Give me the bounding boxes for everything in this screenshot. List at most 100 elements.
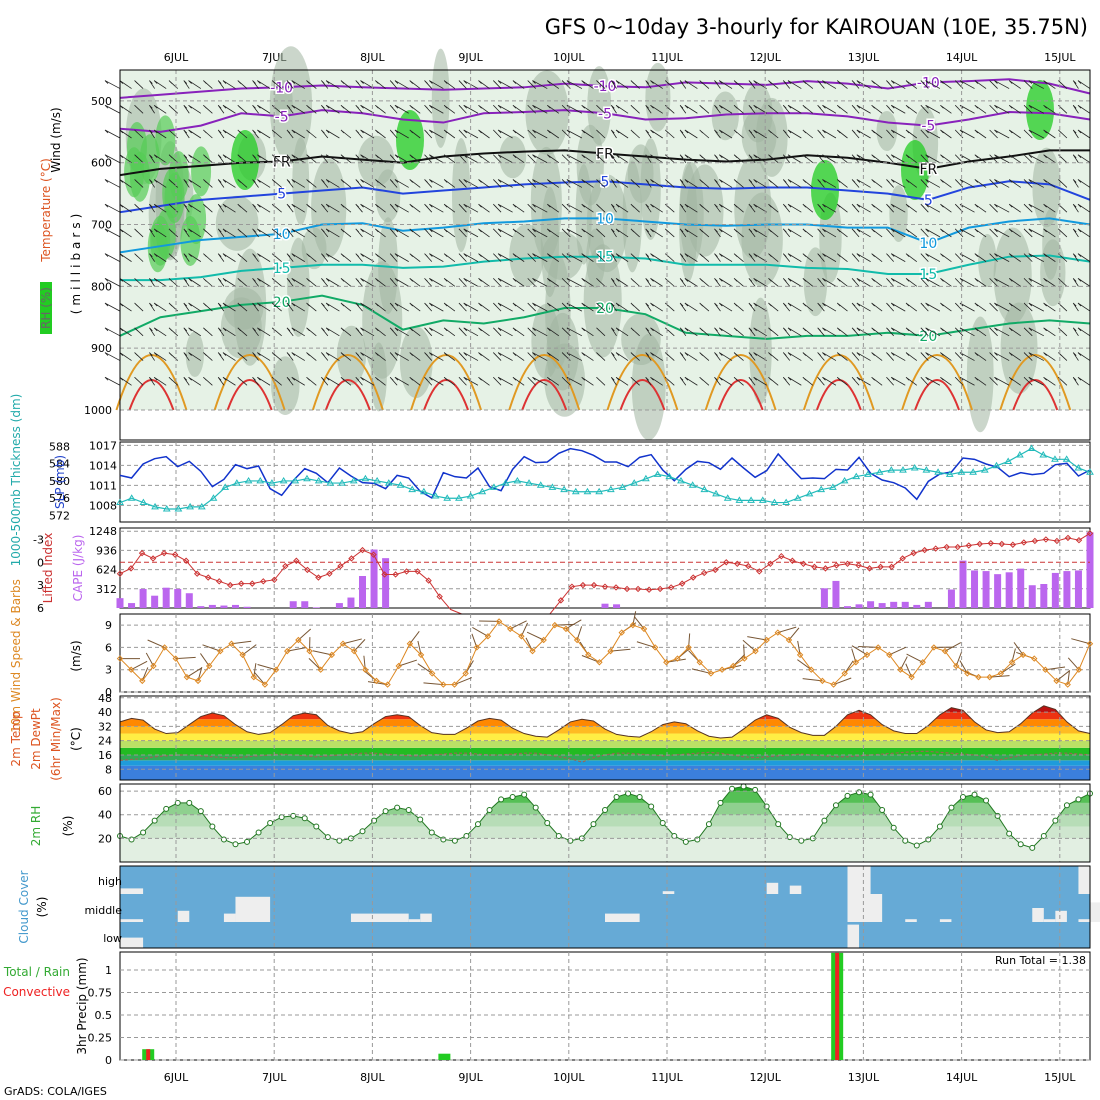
wind-barb	[389, 203, 398, 213]
cape-bar	[162, 587, 170, 608]
wind-barb	[409, 228, 421, 238]
wind-barb	[610, 327, 617, 337]
wind-barb	[512, 228, 525, 238]
warm-isotherm	[802, 354, 875, 411]
wind-barb	[325, 278, 340, 287]
wind-speed-point	[674, 655, 681, 662]
wind-barb	[871, 352, 883, 361]
wind-speed-point	[730, 662, 737, 670]
hot-isotherm	[717, 379, 764, 411]
lifted-index-point	[359, 546, 366, 554]
rh2m-point	[821, 817, 828, 824]
lifted-index-point	[293, 557, 300, 564]
wind-barb	[856, 376, 871, 386]
thickness-point	[583, 487, 592, 495]
rh2m-point	[786, 834, 793, 841]
wind-barb	[134, 80, 144, 89]
wind-barb	[718, 278, 733, 287]
wind-barb	[1045, 666, 1066, 671]
wind-speed-point	[886, 651, 893, 659]
wind-barb	[1077, 228, 1091, 238]
wind-barb	[940, 253, 952, 262]
slp-label: SLP (mb)	[53, 455, 67, 509]
wind-barb	[340, 179, 352, 188]
rh-shade	[993, 227, 1032, 325]
cloud-block	[1032, 908, 1044, 922]
wind-barb	[554, 623, 575, 626]
wind-barb	[463, 179, 479, 188]
wind-speed-point	[362, 666, 369, 673]
wind-speed-point	[451, 681, 458, 688]
wind-speed-point	[1031, 655, 1038, 662]
temperature-band	[120, 747, 1090, 755]
wind-barb	[714, 352, 721, 361]
wind-barb	[920, 80, 929, 89]
cloud-block	[408, 919, 421, 922]
wind-barb	[1043, 154, 1056, 164]
wind-barb	[871, 278, 883, 287]
rh2m-point	[359, 828, 366, 835]
wind-barb	[994, 327, 1010, 337]
wind-speed-point	[975, 673, 982, 681]
rh2m-point	[856, 789, 863, 796]
thickness-point	[384, 479, 393, 486]
rh2m-point	[1006, 830, 1013, 837]
top-date-label: 9JUL	[458, 51, 483, 64]
wind-barb	[836, 129, 848, 139]
wind-barb	[699, 253, 710, 262]
wind-barb	[733, 302, 744, 312]
wind-barb	[417, 663, 433, 674]
rh2m-point	[324, 834, 331, 841]
wind-barb	[630, 129, 640, 139]
wind-barb	[493, 154, 502, 164]
wind-barb	[458, 302, 467, 312]
wind-barb	[581, 129, 594, 139]
wind-barb	[1008, 179, 1021, 188]
lifted-index-point	[182, 557, 190, 564]
rh2m-point	[428, 829, 435, 836]
wind-barb	[547, 253, 560, 262]
slp-tick: 1017	[89, 439, 117, 452]
wind-speed-point	[161, 644, 168, 651]
rh2m-point	[775, 821, 782, 828]
wind-barb	[493, 302, 502, 312]
thickness-point	[466, 492, 475, 499]
wind-barb	[718, 352, 733, 361]
wind-barb	[497, 327, 513, 337]
wind-barb	[561, 179, 571, 188]
wind-speed-point	[919, 659, 926, 666]
wind-speed-point	[183, 673, 191, 681]
wind-barb	[851, 179, 860, 188]
wind-barb	[1077, 80, 1091, 89]
wind-barb	[630, 179, 640, 188]
wind-barb	[665, 352, 675, 361]
wind-barb	[424, 154, 433, 163]
wind-barb	[630, 154, 640, 164]
wind-barb	[454, 677, 472, 686]
rh2m-point	[948, 804, 955, 811]
rh-tick: 20	[98, 832, 112, 845]
wind-barb	[306, 302, 317, 312]
wind-barb	[733, 80, 744, 89]
wind-barb	[1072, 80, 1079, 89]
wind-barb	[134, 253, 144, 262]
lifted-index-point	[899, 555, 906, 562]
wind-barb	[954, 376, 964, 386]
lifted-index-point	[249, 580, 256, 587]
wind-speed-point	[127, 666, 135, 673]
rain-bar	[438, 1053, 451, 1060]
wind-speed-point	[651, 644, 659, 651]
wind-speed-point	[529, 647, 536, 655]
rh2m-point	[1029, 844, 1036, 851]
wind-barb	[231, 640, 252, 645]
wind-barb	[203, 376, 213, 386]
rh2m-point	[209, 823, 216, 830]
cape-tick: 936	[96, 544, 117, 557]
wind-barb	[851, 327, 860, 337]
wind-barb	[645, 327, 652, 337]
wind-barb	[291, 302, 305, 312]
wind-barb	[463, 203, 479, 213]
temperature-band	[120, 712, 1090, 720]
wind-barb	[149, 352, 155, 361]
